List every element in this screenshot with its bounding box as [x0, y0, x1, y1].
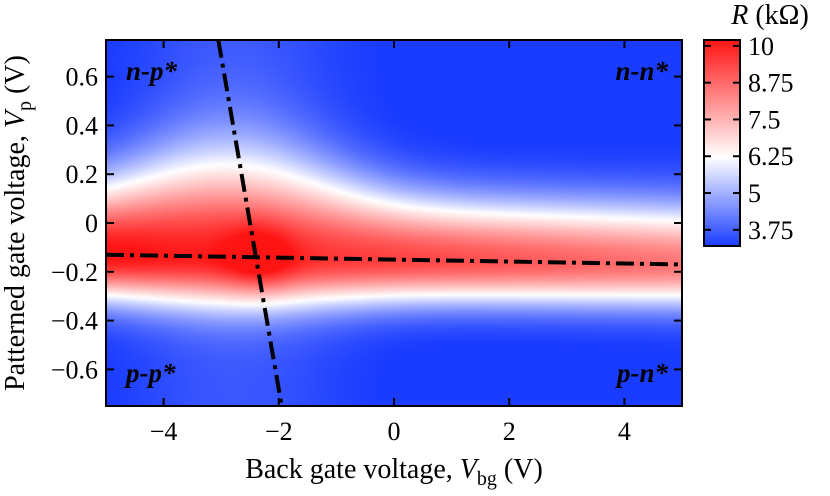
x-tick-label: 0	[388, 417, 401, 446]
y-tick-label: 0.2	[66, 160, 99, 189]
y-tick-label: 0.6	[66, 63, 99, 92]
colorbar-tick-label: 5	[748, 179, 761, 208]
y-tick-label: −0.2	[51, 258, 98, 287]
dirac-line-diagonal	[216, 40, 284, 406]
heatmap-field	[106, 40, 682, 406]
region-label-bottom-left: p-p*	[124, 358, 176, 388]
colorbar-tick-label: 8.75	[748, 69, 794, 98]
dirac-line-horizontal	[106, 252, 682, 267]
colorbar-tick-label: 3.75	[748, 216, 794, 245]
y-tick-label: 0	[85, 209, 98, 238]
colorbar	[703, 39, 741, 247]
x-tick-label: 2	[503, 417, 516, 446]
colorbar-tick-label: 6.25	[748, 142, 794, 171]
colorbar-tick-label: 10	[748, 32, 774, 61]
region-label-bottom-right: p-n*	[615, 358, 669, 388]
colorbar-title: R (kΩ)	[730, 0, 809, 31]
colorbar-tick-label: 7.5	[748, 105, 781, 134]
y-axis-label: Patterned gate voltage, Vp (V)	[0, 55, 36, 391]
y-tick-label: −0.4	[51, 307, 98, 336]
region-label-top-left: n-p*	[126, 56, 178, 86]
y-tick-label: 0.4	[66, 111, 99, 140]
x-tick-label: 4	[618, 417, 631, 446]
x-tick-label: −4	[150, 417, 178, 446]
region-label-top-right: n-n*	[615, 56, 668, 86]
y-tick-label: −0.6	[51, 355, 98, 384]
x-tick-label: −2	[265, 417, 293, 446]
x-axis-label: Back gate voltage, Vbg (V)	[245, 454, 543, 490]
